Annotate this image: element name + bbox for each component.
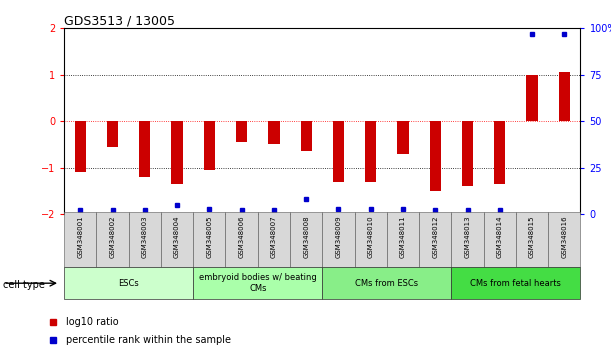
Text: GSM348001: GSM348001 bbox=[77, 215, 83, 258]
Text: CMs from fetal hearts: CMs from fetal hearts bbox=[470, 279, 562, 288]
Bar bbox=[484, 212, 516, 267]
Text: GDS3513 / 13005: GDS3513 / 13005 bbox=[64, 14, 175, 27]
Text: CMs from ESCs: CMs from ESCs bbox=[355, 279, 419, 288]
Bar bbox=[258, 212, 290, 267]
Bar bbox=[516, 212, 548, 267]
Text: embryoid bodies w/ beating
CMs: embryoid bodies w/ beating CMs bbox=[199, 274, 316, 293]
Bar bbox=[397, 121, 409, 154]
Text: GSM348002: GSM348002 bbox=[109, 215, 115, 258]
Text: cell type: cell type bbox=[3, 280, 45, 290]
Text: GSM348015: GSM348015 bbox=[529, 215, 535, 258]
Text: GSM348004: GSM348004 bbox=[174, 215, 180, 258]
Text: log10 ratio: log10 ratio bbox=[67, 317, 119, 327]
Bar bbox=[193, 212, 225, 267]
Text: GSM348012: GSM348012 bbox=[432, 215, 438, 258]
Bar bbox=[193, 267, 323, 299]
Text: GSM348003: GSM348003 bbox=[142, 215, 148, 258]
Text: GSM348005: GSM348005 bbox=[207, 215, 213, 258]
Bar bbox=[129, 212, 161, 267]
Bar bbox=[323, 212, 354, 267]
Bar bbox=[558, 73, 570, 121]
Bar bbox=[354, 212, 387, 267]
Bar bbox=[268, 121, 280, 144]
Bar bbox=[290, 212, 323, 267]
Text: GSM348011: GSM348011 bbox=[400, 215, 406, 258]
Bar bbox=[75, 121, 86, 172]
Bar bbox=[161, 212, 193, 267]
Text: GSM348007: GSM348007 bbox=[271, 215, 277, 258]
Bar bbox=[452, 212, 484, 267]
Bar bbox=[333, 121, 344, 182]
Bar bbox=[301, 121, 312, 152]
Bar bbox=[430, 121, 441, 191]
Bar bbox=[225, 212, 258, 267]
Bar bbox=[172, 121, 183, 184]
Bar bbox=[365, 121, 376, 182]
Bar bbox=[462, 121, 473, 186]
Text: GSM348009: GSM348009 bbox=[335, 215, 342, 258]
Text: GSM348010: GSM348010 bbox=[368, 215, 374, 258]
Text: GSM348008: GSM348008 bbox=[303, 215, 309, 258]
Bar bbox=[97, 212, 129, 267]
Bar bbox=[527, 75, 538, 121]
Bar bbox=[548, 212, 580, 267]
Bar bbox=[107, 121, 118, 147]
Text: ESCs: ESCs bbox=[119, 279, 139, 288]
Bar bbox=[64, 267, 193, 299]
Text: GSM348013: GSM348013 bbox=[464, 215, 470, 258]
Text: GSM348016: GSM348016 bbox=[562, 215, 568, 258]
Text: GSM348014: GSM348014 bbox=[497, 215, 503, 258]
Bar bbox=[419, 212, 452, 267]
Bar bbox=[387, 212, 419, 267]
Text: GSM348006: GSM348006 bbox=[239, 215, 244, 258]
Text: percentile rank within the sample: percentile rank within the sample bbox=[67, 335, 232, 345]
Bar bbox=[494, 121, 505, 184]
Bar bbox=[64, 212, 97, 267]
Bar bbox=[203, 121, 215, 170]
Bar bbox=[323, 267, 452, 299]
Bar bbox=[139, 121, 150, 177]
Bar bbox=[452, 267, 580, 299]
Bar bbox=[236, 121, 247, 142]
